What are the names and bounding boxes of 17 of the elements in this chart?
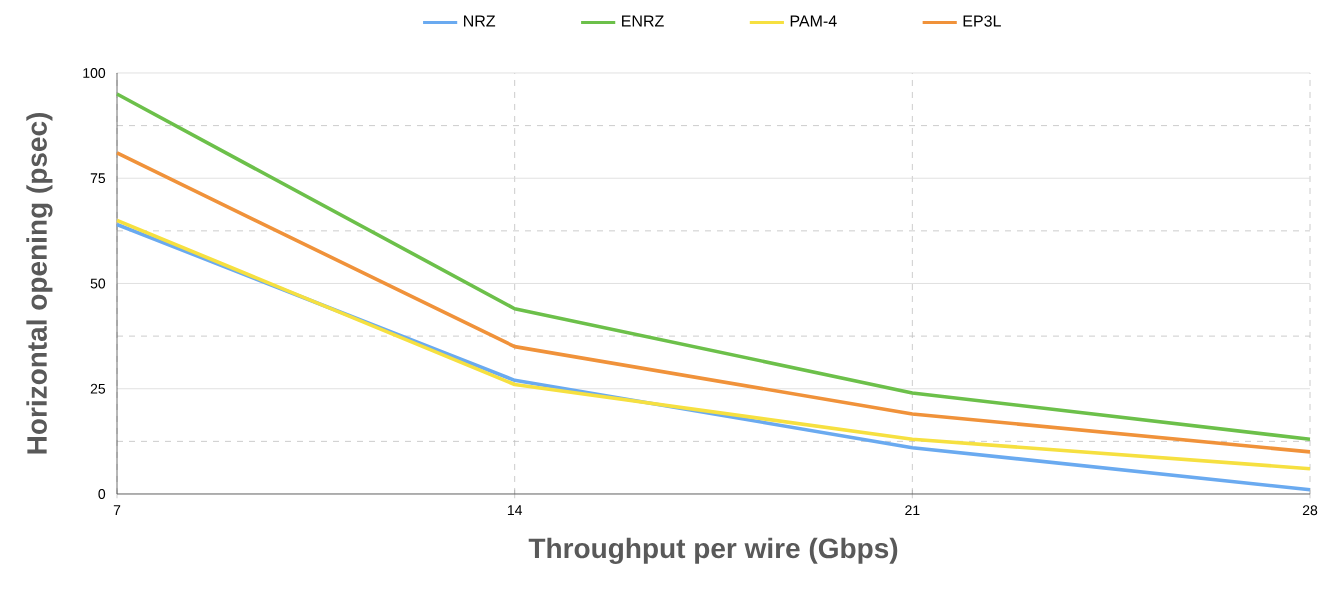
x-tick-label: 14 — [507, 505, 523, 515]
legend-label: NRZ — [464, 15, 496, 27]
legend-label: ENRZ — [622, 15, 664, 27]
y-tick-label: 25 — [90, 383, 106, 394]
x-tick-label: 21 — [905, 505, 920, 516]
line-series — [115, 92, 1312, 442]
y-tick-label: 75 — [90, 173, 106, 184]
x-tick-label: 28 — [1302, 505, 1318, 516]
y-tick-label: 0 — [98, 489, 106, 499]
y-axis-title: Horizontal opening (psec) — [26, 112, 53, 454]
y-tick-label: 50 — [90, 278, 106, 289]
line-series — [115, 151, 1312, 454]
x-axis-title: Throughput per wire (Gbps) — [528, 537, 898, 564]
y-tick-label: 100 — [83, 68, 106, 78]
legend-label: PAM-4 — [790, 15, 837, 27]
x-tick-label: 7 — [113, 505, 121, 515]
legend-label: EP3L — [963, 15, 1001, 27]
